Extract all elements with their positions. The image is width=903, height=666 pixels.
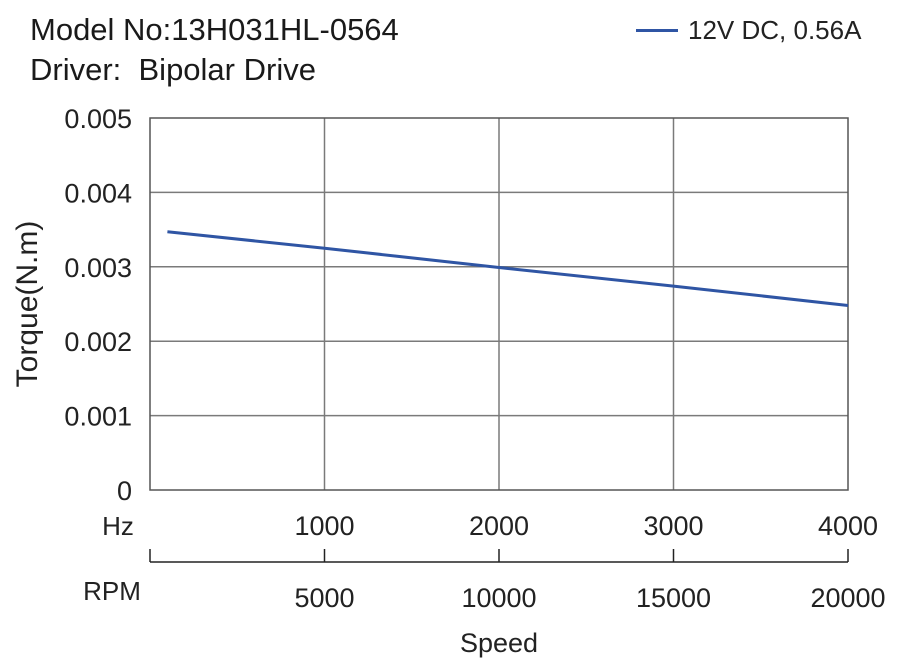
rpm-tick-label: 5000 <box>294 583 354 613</box>
rpm-tick-label: 20000 <box>810 583 885 613</box>
hz-tick-label: 1000 <box>294 511 354 541</box>
rpm-tick-label: 15000 <box>636 583 711 613</box>
hz-axis-label: Hz <box>102 511 134 541</box>
chart-legend: 12V DC, 0.56A <box>636 13 861 47</box>
hz-tick-label: 4000 <box>818 511 878 541</box>
y-tick-label: 0.002 <box>64 327 132 357</box>
hz-tick-label: 3000 <box>643 511 703 541</box>
chart-title-model: Model No:13H031HL-0564 <box>30 12 399 47</box>
hz-tick-label: 2000 <box>469 511 529 541</box>
y-tick-label: 0.004 <box>64 178 132 208</box>
legend-swatch <box>636 28 678 32</box>
x-axis-label: Speed <box>460 628 538 658</box>
chart-title-driver: Driver: Bipolar Drive <box>30 52 316 87</box>
y-axis-label: Torque(N.m) <box>11 221 44 388</box>
y-tick-label: 0.001 <box>64 402 132 432</box>
rpm-axis-label: RPM <box>83 576 141 606</box>
series-line <box>167 230 849 307</box>
legend-label: 12V DC, 0.56A <box>688 14 862 45</box>
rpm-tick-label: 10000 <box>461 583 536 613</box>
y-tick-label: 0.003 <box>64 253 132 283</box>
y-tick-label: 0.005 <box>64 104 132 134</box>
y-tick-label: 0 <box>117 476 132 506</box>
